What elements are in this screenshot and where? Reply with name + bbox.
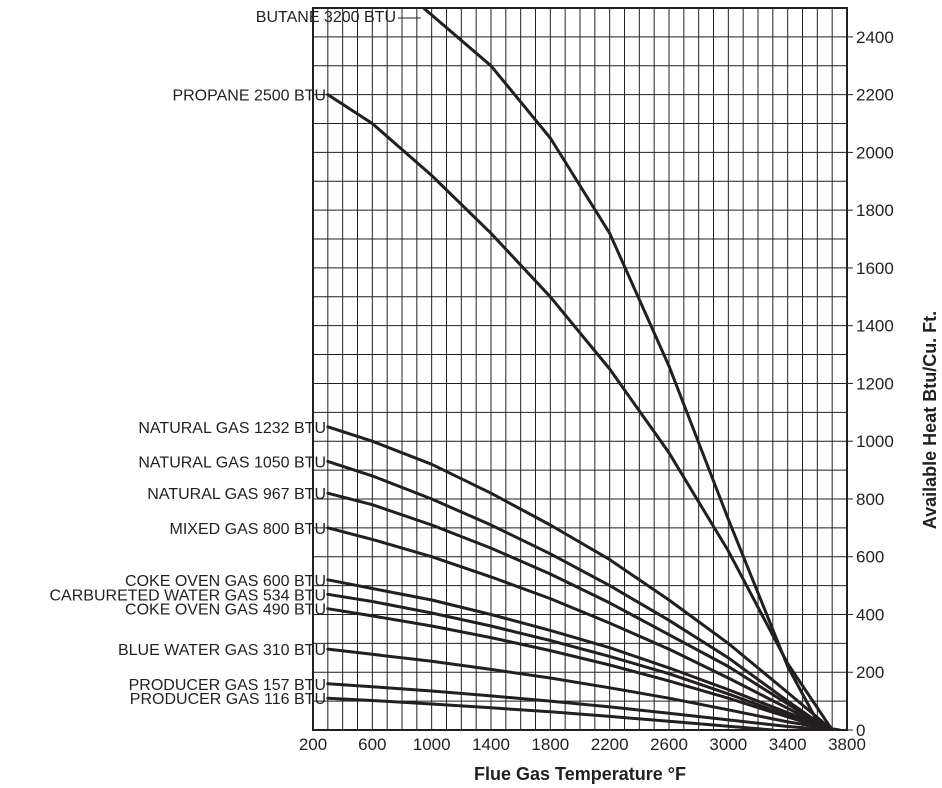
- x-tick-label: 2600: [650, 735, 688, 754]
- series-label: MIXED GAS 800 BTU: [170, 521, 327, 538]
- series-line: [326, 93, 834, 730]
- series-line: [326, 647, 842, 730]
- series-label: PRODUCER GAS 157 BTU: [129, 677, 326, 694]
- series-line: [326, 459, 831, 730]
- series-line: [421, 8, 831, 730]
- y-tick-label: 1400: [856, 317, 894, 336]
- y-tick-label: 2400: [856, 28, 894, 47]
- y-tick-label: 2000: [856, 143, 894, 162]
- series-line: [326, 607, 834, 730]
- series-label: BLUE WATER GAS 310 BTU: [118, 642, 326, 659]
- y-tick-label: 400: [856, 605, 884, 624]
- series-line: [326, 491, 831, 730]
- series-label: COKE OVEN GAS 490 BTU: [125, 602, 326, 619]
- series-label: PRODUCER GAS 116 BTU: [130, 691, 326, 708]
- y-tick-label: 1800: [856, 201, 894, 220]
- series-line: [326, 682, 834, 730]
- x-tick-label: 3000: [709, 735, 747, 754]
- series-line: [326, 526, 831, 730]
- x-tick-label: 3800: [828, 735, 866, 754]
- y-tick-label: 1000: [856, 432, 894, 451]
- y-axis-title: Available Heat Btu/Cu. Ft.: [920, 311, 940, 529]
- series-label: NATURAL GAS 1232 BTU: [138, 420, 326, 437]
- series-label: CARBURETED WATER GAS 534 BTU: [50, 587, 327, 604]
- series-labels: BUTANE 3200 BTU PROPANE 2500 BTU NATURAL G…: [50, 9, 397, 708]
- y-tick-label: 0: [856, 721, 865, 740]
- series-line: [326, 696, 775, 730]
- x-tick-label: 1000: [413, 735, 451, 754]
- grid: [313, 8, 847, 730]
- series-label: COKE OVEN GAS 600 BTU: [125, 573, 326, 590]
- series-label: PROPANE 2500 BTU: [172, 88, 326, 105]
- x-tick-label: 1800: [531, 735, 569, 754]
- x-tick-label: 1400: [472, 735, 510, 754]
- series-line: [326, 425, 834, 730]
- x-tick-label: 3400: [769, 735, 807, 754]
- series-label: NATURAL GAS 1050 BTU: [138, 454, 326, 471]
- series-line: [326, 578, 834, 730]
- series-line: [326, 592, 834, 730]
- series-leaders: [327, 17, 421, 699]
- x-tick-label: 200: [299, 735, 327, 754]
- y-tick-label: 200: [856, 663, 884, 682]
- y-tick-label: 800: [856, 490, 884, 509]
- y-tick-label: 1600: [856, 259, 894, 278]
- y-tick-label: 1200: [856, 374, 894, 393]
- series-curves: [326, 8, 842, 730]
- y-tick-label: 2200: [856, 86, 894, 105]
- series-label: NATURAL GAS 967 BTU: [147, 486, 326, 503]
- x-axis-title: Flue Gas Temperature °F: [474, 764, 686, 784]
- plot-frame: [312, 7, 848, 731]
- x-tick-label: 2200: [591, 735, 629, 754]
- series-label: BUTANE 3200 BTU: [256, 9, 396, 26]
- y-tick-label: 600: [856, 548, 884, 567]
- x-tick-label: 600: [358, 735, 386, 754]
